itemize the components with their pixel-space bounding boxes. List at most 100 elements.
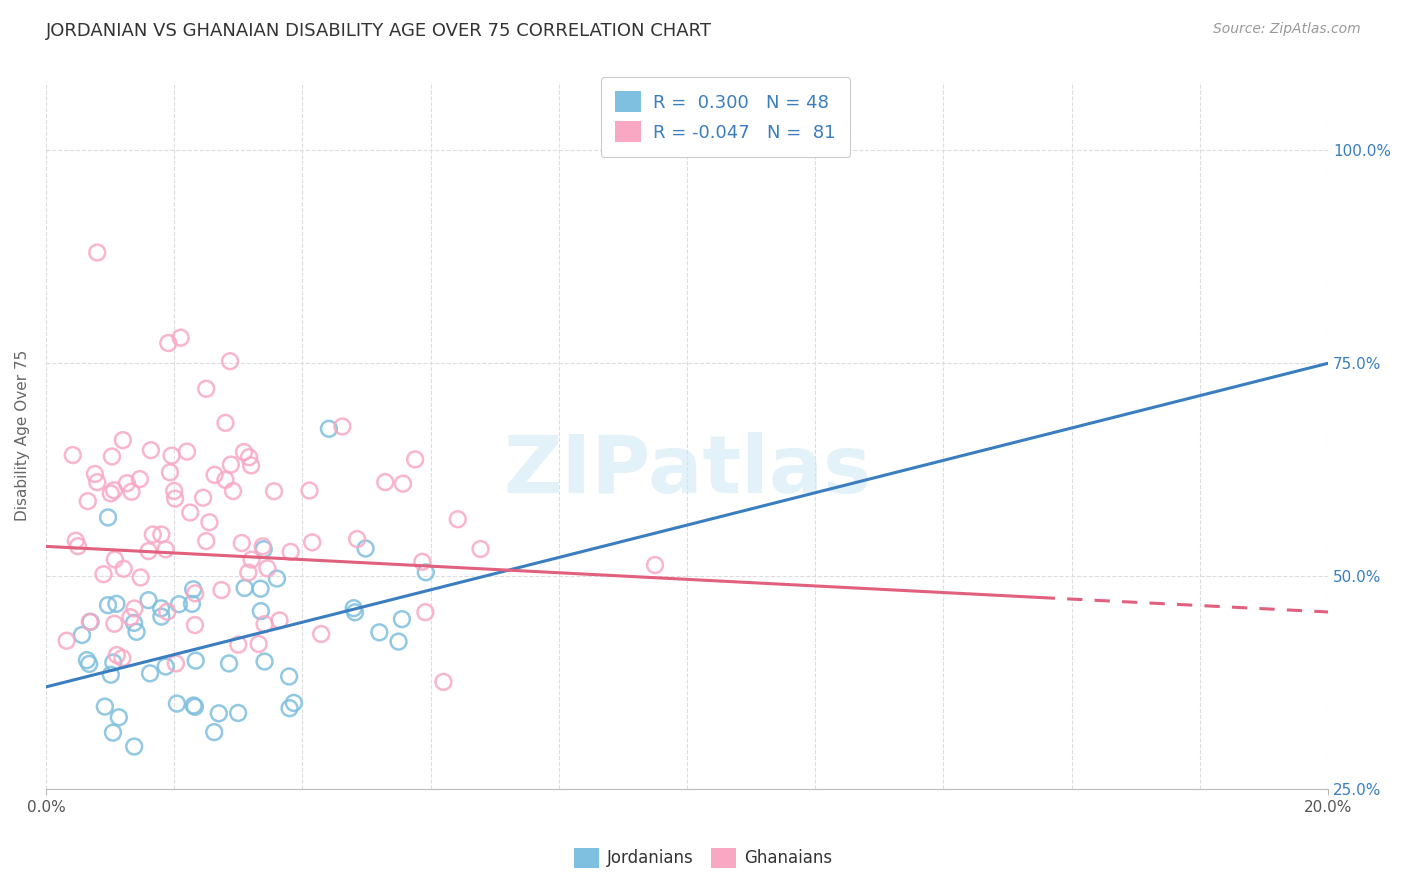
Point [447,512,470,526]
Point [105,648,128,662]
Point [391,612,413,626]
Point [280,545,302,559]
Point [111,433,134,447]
Point [233,445,256,459]
Point [470,541,492,556]
Point [125,624,148,639]
Point [103,616,125,631]
Point [198,515,221,529]
Point [155,659,177,673]
Point [301,535,323,549]
Point [139,666,162,681]
Point [97,598,120,612]
Point [76,653,98,667]
Point [55,633,77,648]
Point [392,476,415,491]
Legend: R =  0.300   N = 48, R = -0.047   N =  81: R = 0.300 N = 48, R = -0.047 N = 81 [600,77,851,157]
Point [238,566,260,580]
Text: JORDANIAN VS GHANAIAN DISABILITY AGE OVER 75 CORRELATION CHART: JORDANIAN VS GHANAIAN DISABILITY AGE OVE… [46,22,713,40]
Point [65,533,87,548]
Legend: Jordanians, Ghanaians: Jordanians, Ghanaians [567,841,839,875]
Point [374,475,396,489]
Point [66,539,89,553]
Point [128,472,150,486]
Point [411,555,433,569]
Point [165,657,187,671]
Point [238,450,260,465]
Point [79,615,101,629]
Point [253,655,276,669]
Point [278,701,301,715]
Point [100,486,122,500]
Point [249,582,271,596]
Point [93,567,115,582]
Point [208,706,231,721]
Point [159,465,181,479]
Point [218,657,240,671]
Point [214,416,236,430]
Point [155,542,177,557]
Point [77,657,100,671]
Point [84,467,107,481]
Point [387,634,409,648]
Point [343,605,366,619]
Point [184,699,207,714]
Point [432,674,454,689]
Point [191,491,214,505]
Point [404,452,426,467]
Point [76,494,98,508]
Point [231,536,253,550]
Point [124,601,146,615]
Point [169,331,191,345]
Point [240,552,263,566]
Point [309,627,332,641]
Point [139,443,162,458]
Point [318,422,340,436]
Point [100,667,122,681]
Point [181,597,204,611]
Point [101,725,124,739]
Point [269,614,291,628]
Point [195,382,218,396]
Point [256,561,278,575]
Point [214,473,236,487]
Point [354,541,377,556]
Point [204,467,226,482]
Point [247,637,270,651]
Point [343,601,366,615]
Point [70,628,93,642]
Point [233,581,256,595]
Point [211,583,233,598]
Point [219,458,242,472]
Point [415,566,437,580]
Point [101,450,124,464]
Point [103,483,125,498]
Point [283,696,305,710]
Text: Source: ZipAtlas.com: Source: ZipAtlas.com [1213,22,1361,37]
Point [179,506,201,520]
Point [160,449,183,463]
Point [195,534,218,549]
Point [108,710,131,724]
Point [129,570,152,584]
Point [142,527,165,541]
Point [163,483,186,498]
Point [150,527,173,541]
Point [183,698,205,713]
Point [298,483,321,498]
Point [184,618,207,632]
Point [94,699,117,714]
Point [86,245,108,260]
Point [278,669,301,683]
Point [121,484,143,499]
Point [368,625,391,640]
Point [250,604,273,618]
Point [86,475,108,490]
Point [111,651,134,665]
Point [266,572,288,586]
Point [346,532,368,546]
Point [157,336,180,351]
Point [103,656,125,670]
Point [253,542,276,557]
Point [219,354,242,368]
